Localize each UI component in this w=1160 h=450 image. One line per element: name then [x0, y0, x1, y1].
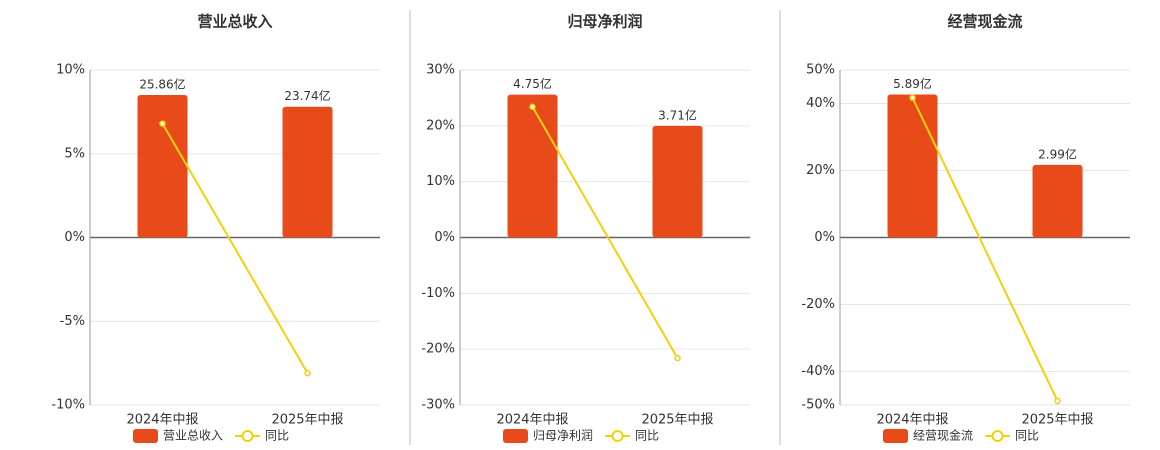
legend-label: 归母净利润 [533, 429, 593, 443]
y-tick-label: -30% [421, 398, 455, 413]
line [161, 123, 309, 374]
value-label: 4.75亿 [513, 76, 552, 91]
y-tick-label: 30% [426, 63, 455, 78]
y-tick-label: -10% [51, 398, 85, 413]
legend-label: 经营现金流 [913, 428, 973, 443]
legend-label: 同比 [635, 429, 659, 443]
legend-symbol [133, 429, 158, 443]
value-label: 23.74亿 [284, 88, 330, 103]
bar [887, 94, 938, 238]
bar [137, 95, 188, 238]
y-tick-label: 10% [426, 174, 455, 189]
line-point [909, 94, 916, 102]
y-tick-label: 5% [64, 146, 85, 161]
legend-symbol [241, 430, 254, 442]
y-tick-label: 20% [806, 163, 835, 178]
line-point [159, 120, 166, 127]
x-tick-label: 2024年中报 [496, 413, 568, 428]
value-label: 25.86亿 [139, 77, 185, 92]
y-tick-label: -20% [421, 342, 455, 357]
x-tick-label: 2025年中报 [1021, 413, 1093, 428]
chart-title: 经营现金流 [947, 13, 1022, 31]
line-point [674, 354, 681, 362]
bar [652, 125, 703, 238]
y-tick-label: 0% [434, 230, 455, 245]
legend-label: 同比 [1015, 429, 1039, 443]
y-tick-label: 0% [814, 230, 835, 245]
line [531, 106, 679, 359]
y-tick-label: 10% [56, 63, 85, 78]
x-tick-label: 2024年中报 [876, 413, 948, 428]
bar [1032, 164, 1083, 238]
y-tick-label: 40% [806, 96, 835, 111]
x-tick-label: 2024年中报 [126, 413, 198, 428]
chart-title: 营业总收入 [197, 13, 272, 31]
line-point [304, 369, 311, 377]
value-label: 2.99亿 [1038, 146, 1077, 161]
x-tick-label: 2025年中报 [271, 413, 343, 428]
y-tick-label: -10% [421, 286, 455, 301]
y-tick-label: 20% [426, 118, 455, 133]
legend-symbol [503, 429, 528, 443]
y-tick-label: 0% [64, 230, 85, 245]
y-tick-label: -20% [801, 297, 835, 312]
bar [507, 94, 558, 238]
chart-title: 归母净利润 [567, 13, 642, 31]
line [911, 97, 1059, 402]
legend-label: 同比 [265, 429, 289, 443]
y-tick-label: -40% [801, 364, 835, 379]
legend-symbol [991, 430, 1004, 442]
legend-symbol [611, 430, 624, 442]
legend-label: 营业总收入 [163, 429, 223, 443]
y-tick-label: 50% [806, 63, 835, 78]
bar [282, 106, 333, 238]
value-label: 3.71亿 [658, 107, 697, 122]
legend-symbol [883, 429, 908, 443]
line-point [529, 103, 536, 111]
line-point [1054, 397, 1061, 405]
value-label: 5.89亿 [893, 76, 932, 91]
x-tick-label: 2025年中报 [641, 413, 713, 428]
y-tick-label: -50% [801, 398, 835, 413]
y-tick-label: -5% [60, 314, 85, 329]
